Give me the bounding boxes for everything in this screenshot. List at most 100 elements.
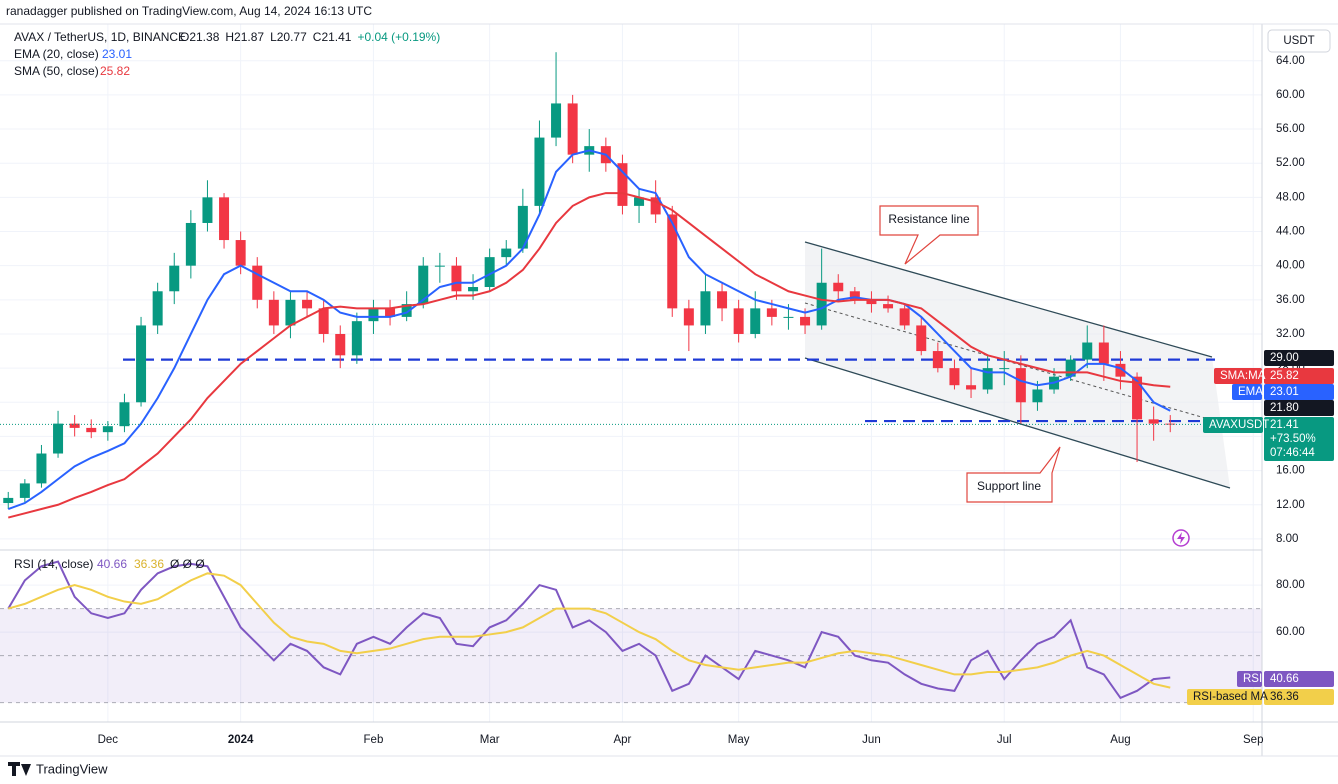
candle-body bbox=[733, 308, 744, 334]
candle-body bbox=[119, 402, 130, 427]
x-tick-label: Apr bbox=[613, 734, 631, 746]
price-tag bbox=[1264, 671, 1334, 687]
candle-body bbox=[617, 163, 628, 206]
legend-value: 36.36 bbox=[134, 557, 164, 571]
y-tick-label: 44.00 bbox=[1276, 226, 1305, 238]
candle-body bbox=[401, 304, 412, 317]
candle-body bbox=[285, 299, 296, 326]
candle-body bbox=[219, 197, 230, 241]
y-tick-label: 48.00 bbox=[1276, 191, 1305, 203]
candle-body bbox=[318, 308, 329, 334]
footer: TradingView bbox=[36, 761, 108, 776]
candle-body bbox=[849, 291, 860, 300]
candle-body bbox=[1082, 342, 1093, 360]
legend-ohlc-item: L20.77 bbox=[270, 30, 307, 44]
series-tag bbox=[1237, 671, 1262, 687]
candle-body bbox=[36, 453, 47, 484]
y-tick-label: 80.00 bbox=[1276, 579, 1305, 591]
price-tag-text: 29.00 bbox=[1270, 352, 1299, 364]
candle-body bbox=[102, 426, 113, 433]
price-tag-text: 21.41 bbox=[1270, 419, 1299, 431]
candle-body bbox=[899, 308, 910, 326]
candle-body bbox=[567, 103, 578, 155]
y-tick-label: 64.00 bbox=[1276, 55, 1305, 67]
resistance-line bbox=[804, 241, 1213, 358]
alert-icon[interactable] bbox=[1172, 529, 1190, 547]
x-tick-label: Dec bbox=[98, 734, 119, 746]
price-tag bbox=[1264, 368, 1334, 384]
legend-ohlc-item: +0.04 (+0.19%) bbox=[357, 30, 440, 44]
x-tick-label: Feb bbox=[364, 734, 384, 746]
candle-body bbox=[783, 316, 794, 318]
candle-body bbox=[86, 427, 97, 433]
x-tick-label: Aug bbox=[1110, 734, 1130, 746]
channel-fill bbox=[805, 242, 1230, 488]
candle-body bbox=[152, 291, 163, 326]
candle-body bbox=[418, 265, 429, 305]
price-tag-text: 40.66 bbox=[1270, 673, 1299, 685]
annotation: Support line bbox=[977, 479, 1041, 493]
currency-button[interactable] bbox=[1267, 29, 1331, 53]
candle-body bbox=[69, 423, 80, 428]
x-tick-label: Sep bbox=[1243, 734, 1263, 746]
candle-body bbox=[1065, 359, 1076, 377]
y-tick-label: 36.00 bbox=[1276, 294, 1305, 306]
candle-body bbox=[982, 368, 993, 390]
series-tag-text: EMA bbox=[1238, 386, 1263, 398]
y-tick-label: 56.00 bbox=[1276, 123, 1305, 135]
series-tag bbox=[1187, 689, 1262, 705]
x-tick-label: Jun bbox=[862, 734, 881, 746]
candle-body bbox=[634, 197, 645, 206]
candle-body bbox=[302, 299, 313, 309]
candle-body bbox=[883, 304, 894, 309]
candle-body bbox=[667, 214, 678, 309]
candle-body bbox=[650, 197, 661, 215]
y-tick-label: 32.00 bbox=[1276, 328, 1305, 340]
candle-body bbox=[351, 321, 362, 356]
y-tick-label: 60.00 bbox=[1276, 626, 1305, 638]
candle-body bbox=[750, 308, 761, 334]
annotation: Resistance line bbox=[888, 212, 970, 226]
legend-ohlc-item: O21.38 bbox=[180, 30, 220, 44]
price-tag bbox=[1264, 417, 1334, 461]
legend-entry: EMA (20, close) bbox=[14, 47, 99, 61]
callout-box bbox=[879, 205, 979, 265]
price-tag bbox=[1264, 400, 1334, 416]
series-tag bbox=[1203, 417, 1263, 433]
candle-body bbox=[816, 282, 827, 326]
series-tag-text: RSI bbox=[1243, 673, 1262, 685]
price-tag-text: 23.01 bbox=[1270, 386, 1299, 398]
price-tag-text: 36.36 bbox=[1270, 691, 1299, 703]
price-tag-text: 21.80 bbox=[1270, 402, 1299, 414]
x-tick-label: Jul bbox=[997, 734, 1012, 746]
candle-body bbox=[484, 257, 495, 288]
candle-body bbox=[1032, 389, 1043, 403]
candle-body bbox=[932, 351, 943, 369]
candle-body bbox=[169, 265, 180, 292]
legend-ohlc-item: C21.41 bbox=[313, 30, 352, 44]
candle-body bbox=[235, 240, 246, 266]
legend-ohlc: O21.38 H21.87 L20.77 C21.41 +0.04 (+0.19%) bbox=[180, 30, 440, 44]
x-tick-label: 2024 bbox=[228, 734, 254, 746]
candle-body bbox=[1132, 376, 1143, 420]
candle-body bbox=[966, 385, 977, 390]
legend-entry: SMA (50, close) bbox=[14, 64, 99, 78]
candle-body bbox=[517, 205, 528, 249]
candle-body bbox=[434, 265, 445, 267]
series-tag-text: AVAXUSDT bbox=[1209, 419, 1269, 431]
y-tick-label: 52.00 bbox=[1276, 157, 1305, 169]
indicator-line bbox=[7, 572, 1171, 689]
candle-body bbox=[833, 282, 844, 292]
legend-entry: RSI (14, close) bbox=[14, 557, 93, 571]
support-line bbox=[804, 357, 1231, 489]
indicator-line bbox=[7, 560, 1171, 700]
y-tick-label: 16.00 bbox=[1276, 465, 1305, 477]
legend-extra: Ø Ø Ø bbox=[170, 557, 205, 571]
candle-body bbox=[1098, 342, 1109, 364]
candle-body bbox=[451, 265, 462, 292]
y-tick-label: 60.00 bbox=[1276, 89, 1305, 101]
price-tag bbox=[1264, 350, 1334, 366]
legend-value: 25.82 bbox=[100, 64, 130, 78]
candle-body bbox=[268, 299, 279, 326]
